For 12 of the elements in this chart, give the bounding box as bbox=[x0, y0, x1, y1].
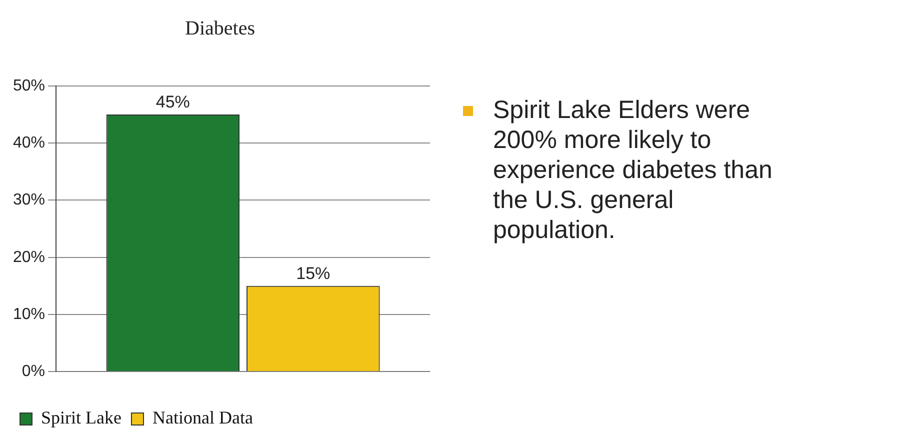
legend-label: Spirit Lake bbox=[41, 408, 122, 428]
text: Spirit Lake Elders were 200% more likely to experience diabetes than the U.S. general population. bbox=[493, 95, 774, 245]
y-tick-label: 50% bbox=[12, 77, 46, 94]
data-label: 15% bbox=[296, 264, 330, 284]
y-tick-label: 10% bbox=[12, 306, 46, 323]
y-tick-label: 20% bbox=[12, 248, 46, 266]
data-label: 45% bbox=[156, 92, 190, 112]
legend-label: National Data bbox=[152, 408, 253, 428]
chart-title: Diabetes bbox=[185, 17, 256, 40]
y-tick-label: 0% bbox=[22, 363, 46, 380]
y-tick-label: 40% bbox=[12, 134, 46, 152]
y-tick-label: 30% bbox=[12, 192, 46, 209]
